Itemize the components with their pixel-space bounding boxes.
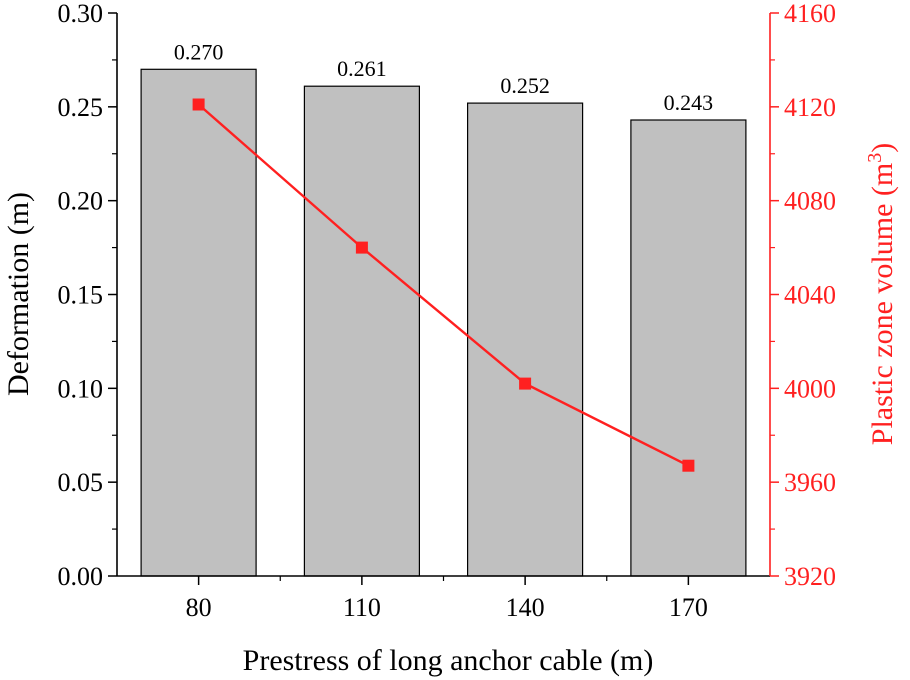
axes-layer: 0.00 0.05 0.10 0.15 0.20 0.25 0.30 3920 3960 4000… [58, 0, 837, 622]
right-axis-label: Plastic zone volume (m3) [864, 143, 899, 445]
left-tick-label: 0.20 [58, 187, 104, 216]
bar-170 [630, 119, 747, 577]
right-tick-label: 4120 [784, 93, 836, 122]
x-tick-label: 140 [506, 593, 545, 622]
right-tick-label: 3960 [784, 468, 836, 497]
line-marker-80 [192, 98, 205, 111]
x-tick-label: 110 [343, 593, 381, 622]
bars-layer: 0.270 0.261 0.252 0.243 [140, 39, 747, 577]
right-axis-label-sup: 3 [864, 153, 886, 163]
left-tick-label: 0.05 [58, 468, 104, 497]
x-axis-label: Prestress of long anchor cable (m) [243, 644, 654, 677]
line-layer [192, 98, 695, 472]
left-tick-label: 0.30 [58, 0, 104, 28]
right-axis-label-main: Plastic zone volume (m [866, 163, 899, 445]
right-tick-label: 4160 [784, 0, 836, 28]
bar-value-label: 0.243 [664, 90, 714, 115]
x-tick-label: 170 [669, 593, 708, 622]
right-tick-label: 3920 [784, 562, 836, 591]
bar-110 [303, 85, 420, 577]
line-marker-110 [355, 241, 368, 254]
bar-80 [140, 68, 257, 577]
line-marker-170 [682, 459, 695, 472]
right-tick-label: 4040 [784, 281, 836, 310]
left-tick-label: 0.10 [58, 374, 104, 403]
left-axis-label: Deformation (m) [2, 192, 35, 396]
x-tick-label: 80 [186, 593, 212, 622]
left-tick-label: 0.25 [58, 93, 104, 122]
bar-value-label: 0.270 [174, 39, 224, 64]
bar-140 [467, 102, 584, 577]
right-tick-label: 4080 [784, 187, 836, 216]
plastic-zone-line [197, 103, 689, 467]
left-tick-label: 0.00 [58, 562, 104, 591]
right-axis-label-end: ) [866, 143, 899, 153]
bar-value-label: 0.252 [500, 73, 550, 98]
bar-value-label: 0.261 [337, 56, 387, 81]
line-marker-140 [519, 377, 532, 390]
left-tick-label: 0.15 [58, 281, 104, 310]
right-tick-label: 4000 [784, 374, 836, 403]
